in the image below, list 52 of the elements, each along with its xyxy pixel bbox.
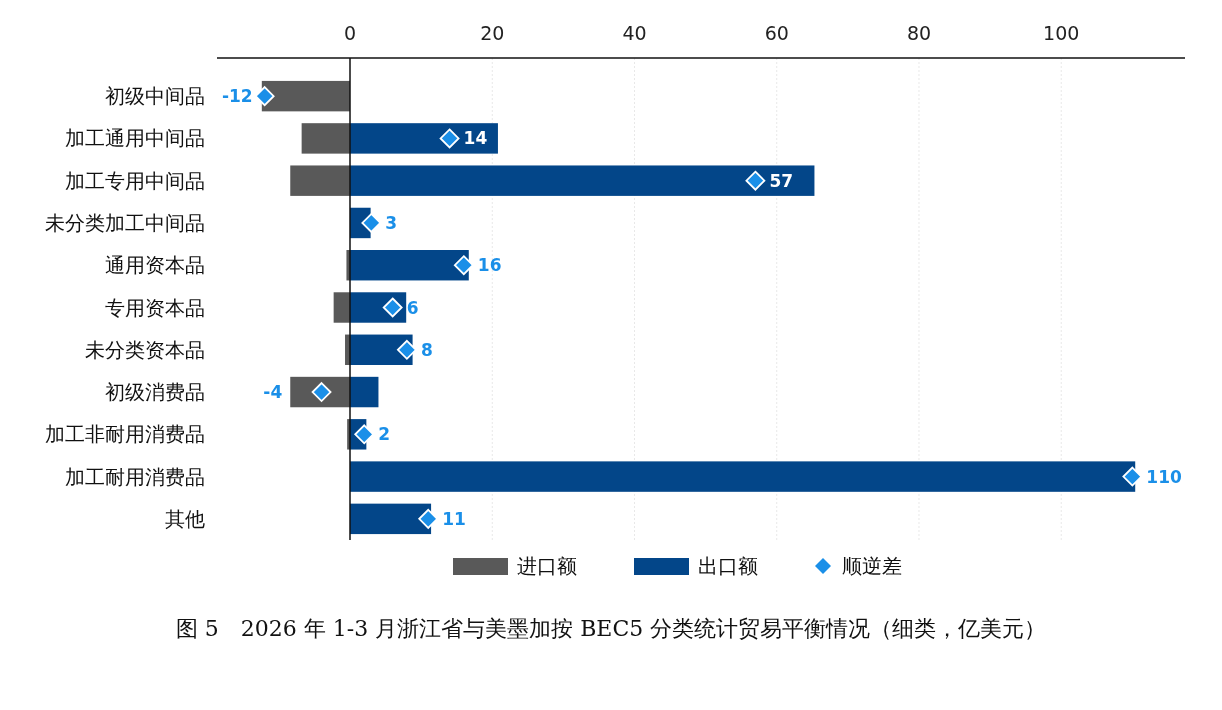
bar — [333, 292, 350, 323]
y-tick-label: 通用资本品 — [105, 253, 205, 278]
data-label: 110 — [1146, 466, 1183, 487]
bar — [350, 376, 379, 408]
x-tick-label: 60 — [764, 22, 789, 44]
x-tick-label: 100 — [1043, 22, 1080, 44]
bar — [350, 123, 498, 154]
point — [382, 297, 403, 318]
point — [453, 255, 474, 276]
bar — [290, 165, 350, 196]
x-tick-label: 0 — [343, 22, 357, 44]
bar — [261, 80, 350, 112]
y-tick-label: 未分类资本品 — [85, 337, 205, 362]
data-label: 8 — [420, 339, 433, 360]
point — [1122, 466, 1143, 487]
y-tick-label: 初级消费品 — [105, 380, 205, 405]
data-label: 16 — [477, 255, 502, 276]
point — [745, 170, 766, 191]
y-tick-label: 加工通用中间品 — [65, 126, 205, 151]
legend-label: 出口额 — [698, 554, 758, 578]
y-tick-label: 未分类加工中间品 — [45, 210, 205, 235]
point — [418, 508, 439, 529]
x-tick-label: 20 — [480, 22, 505, 44]
data-label: 14 — [463, 128, 488, 149]
y-tick-label: 其他 — [165, 506, 205, 531]
bar — [350, 503, 432, 535]
bar — [350, 250, 469, 281]
data-label: 11 — [442, 508, 466, 529]
point — [439, 128, 460, 149]
data-label: 6 — [406, 297, 419, 318]
bar — [301, 123, 350, 154]
y-tick-label: 专用资本品 — [105, 295, 205, 320]
point — [354, 424, 375, 445]
data-label: 3 — [385, 212, 398, 233]
point — [254, 86, 275, 107]
x-tick-label: 40 — [622, 22, 647, 44]
point — [397, 339, 417, 360]
point — [361, 213, 382, 233]
legend-label: 进口额 — [517, 554, 577, 578]
y-tick-label: 初级中间品 — [105, 84, 205, 109]
y-tick-label: 加工非耐用消费品 — [45, 422, 205, 447]
y-tick-label: 加工耐用消费品 — [65, 464, 205, 489]
x-tick-label: 80 — [906, 22, 932, 44]
data-label: 2 — [378, 424, 391, 445]
legend-label: 顺逆差 — [842, 554, 902, 578]
data-label: -12 — [221, 86, 253, 107]
y-tick-label: 加工专用中间品 — [65, 168, 205, 193]
data-label: 57 — [769, 170, 794, 191]
text: 图 5 2026 年 1-3 月浙江省与美墨加按 BEC5 分类统计贸易平衡情况（细类，亿美元） — [175, 616, 1047, 641]
bar — [350, 461, 1136, 492]
data-label: -4 — [263, 382, 283, 403]
bar — [350, 165, 815, 196]
